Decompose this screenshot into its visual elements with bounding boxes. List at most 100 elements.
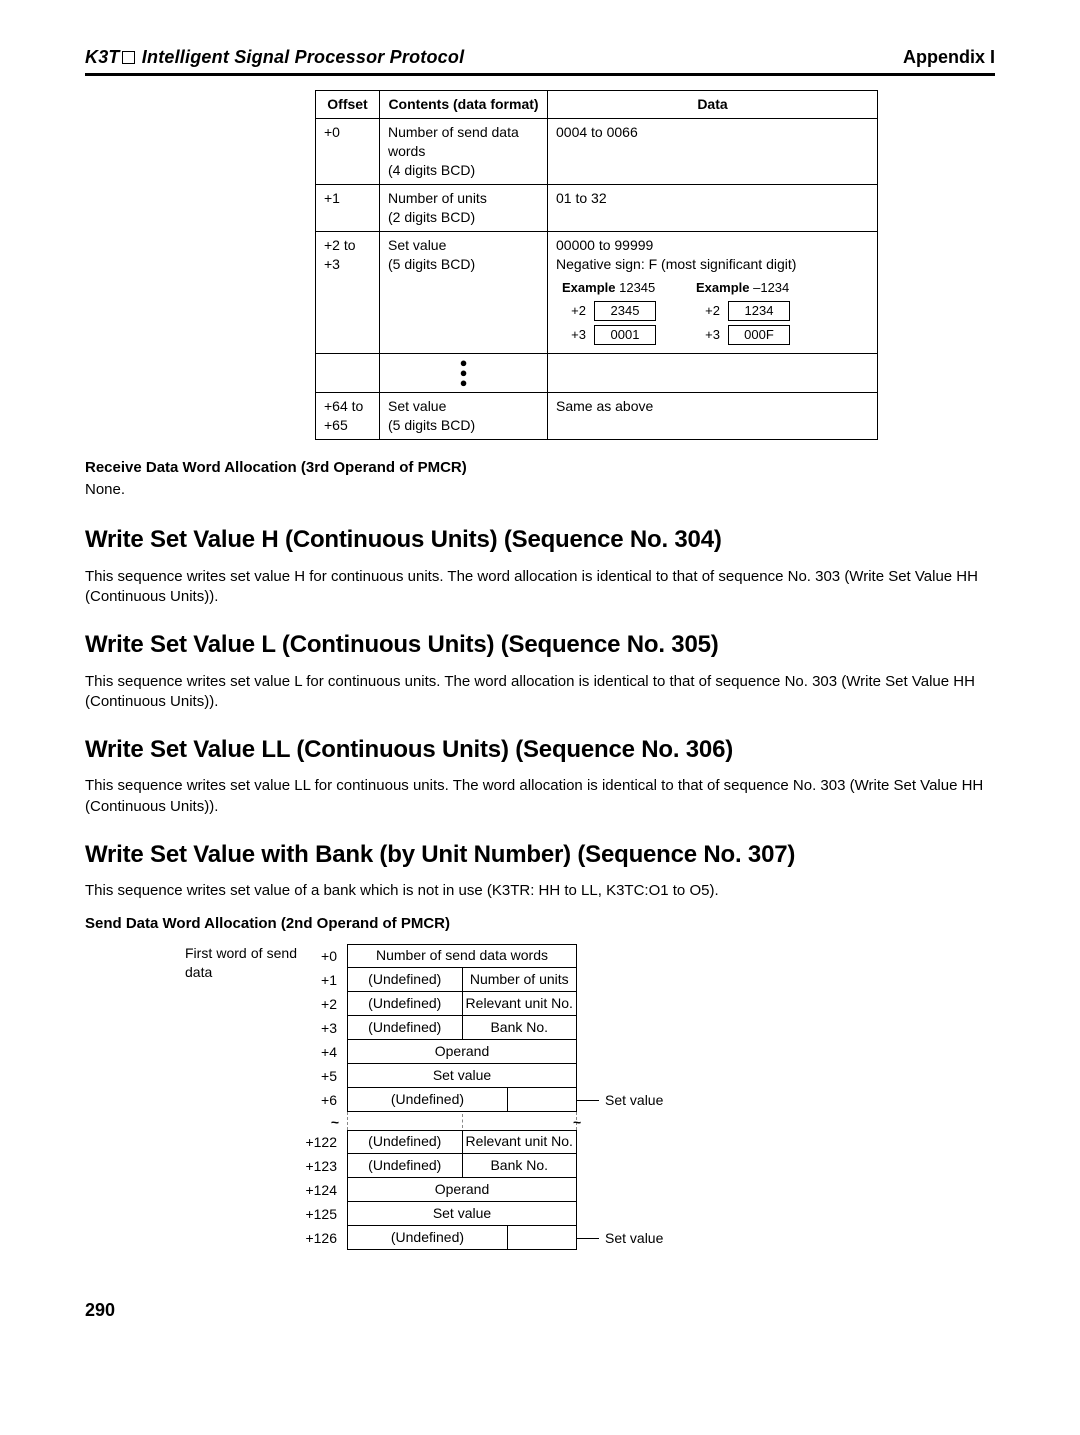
cell-offset: +64 to +65 <box>316 392 380 439</box>
cell-data: 00000 to 99999 Negative sign: F (most si… <box>548 231 878 353</box>
wa-offset: +4 <box>297 1040 337 1064</box>
checkbox-icon <box>122 51 135 64</box>
cell-contents: Number of send data words (4 digits BCD) <box>380 119 548 185</box>
cell-offset <box>316 353 380 392</box>
example-block: Example –1234 +2 1234 +3 000F <box>696 279 790 349</box>
wa-cell-text: (Undefined) <box>348 1016 462 1039</box>
th-offset: Offset <box>316 91 380 119</box>
wa-anno-text: Set value <box>605 1229 663 1248</box>
wa-cell-text: (Undefined) <box>348 1088 507 1111</box>
wa-offset: +122 <box>297 1130 337 1154</box>
wa-cell: (Undefined)Number of units <box>347 968 577 992</box>
header-prefix: K3T <box>85 47 120 67</box>
page-header: K3T Intelligent Signal Processor Protoco… <box>85 45 995 76</box>
cell-text: Number of units (2 digits BCD) <box>388 190 487 225</box>
mini-offset: +3 <box>562 326 594 344</box>
section-title: Write Set Value L (Continuous Units) (Se… <box>85 629 995 661</box>
cell-data: 0004 to 0066 <box>548 119 878 185</box>
cell-offset: +0 <box>316 119 380 185</box>
table-row: +1 Number of units (2 digits BCD) 01 to … <box>316 184 878 231</box>
section-body: This sequence writes set value L for con… <box>85 672 995 713</box>
cell-contents: Number of units (2 digits BCD) <box>380 184 548 231</box>
mini-cell: 0001 <box>594 325 656 345</box>
wa-cell: (Undefined)Bank No. <box>347 1016 577 1040</box>
section-title: Write Set Value H (Continuous Units) (Se… <box>85 524 995 556</box>
example-title: Example 12345 <box>562 279 656 297</box>
example-title-bold: Example <box>562 280 615 295</box>
table-row-dots: ●●● <box>316 353 878 392</box>
cell-text: 0004 to 0066 <box>556 124 638 140</box>
wa-anno-text: Set value <box>605 1091 663 1110</box>
cell-text: Set value (5 digits BCD) <box>388 398 475 433</box>
wa-offset: +5 <box>297 1064 337 1088</box>
section-body: This sequence writes set value H for con… <box>85 567 995 608</box>
example-value: 12345 <box>619 280 655 295</box>
example-block: Example 12345 +2 2345 +3 0001 <box>562 279 656 349</box>
wa-offset: +6 <box>297 1088 337 1112</box>
cell-text: +1 <box>324 190 340 206</box>
wa-cells-column: Number of send data words (Undefined)Num… <box>347 944 577 1250</box>
word-allocation-diagram: First word of send data +0 +1 +2 +3 +4 +… <box>185 944 995 1250</box>
cell-data <box>548 353 878 392</box>
cell-contents: Set value (5 digits BCD) <box>380 392 548 439</box>
cell-contents: Set value (5 digits BCD) <box>380 231 548 353</box>
tilde-icon: ~ <box>573 1113 581 1132</box>
page-number: 290 <box>85 1298 995 1322</box>
cell-text: 01 to 32 <box>556 190 607 206</box>
cell-data: 01 to 32 <box>548 184 878 231</box>
wa-offset: +0 <box>297 944 337 968</box>
mini-offset: +2 <box>562 302 594 320</box>
wa-cell-text: Set value <box>348 1202 576 1225</box>
th-data: Data <box>548 91 878 119</box>
wa-offset: +126 <box>297 1226 337 1250</box>
wa-cell: (Undefined) <box>347 1226 577 1250</box>
send-heading: Send Data Word Allocation (2nd Operand o… <box>85 914 995 934</box>
wa-anno-line-icon <box>577 1100 599 1101</box>
wa-offset: +1 <box>297 968 337 992</box>
cell-text: +0 <box>324 124 340 140</box>
wa-cell: (Undefined) <box>347 1088 577 1112</box>
wa-cell-text: (Undefined) <box>348 1131 462 1153</box>
section-body: This sequence writes set value LL for co… <box>85 776 995 817</box>
example-row: +2 2345 <box>562 301 656 321</box>
section-title: Write Set Value LL (Continuous Units) (S… <box>85 734 995 766</box>
wa-cell-text: (Undefined) <box>348 1154 462 1177</box>
wa-cell-empty <box>507 1226 576 1249</box>
wa-cell: Set value <box>347 1202 577 1226</box>
wa-cell: (Undefined)Relevant unit No. <box>347 1130 577 1154</box>
cell-text: Same as above <box>556 398 653 414</box>
wa-offset: +2 <box>297 992 337 1016</box>
cell-text: +64 to +65 <box>324 398 363 433</box>
example-container: Example 12345 +2 2345 +3 0001 Examp <box>556 279 869 349</box>
wa-cell-text: Relevant unit No. <box>462 992 577 1015</box>
wa-cell-text: Relevant unit No. <box>462 1131 577 1153</box>
wa-cell-text: Bank No. <box>462 1016 577 1039</box>
header-left-title: K3T Intelligent Signal Processor Protoco… <box>85 45 464 69</box>
section-title: Write Set Value with Bank (by Unit Numbe… <box>85 839 995 871</box>
wa-cell: Number of send data words <box>347 944 577 968</box>
mini-offset: +2 <box>696 302 728 320</box>
wa-anno-line-icon <box>577 1238 599 1239</box>
wa-cell: Operand <box>347 1178 577 1202</box>
th-contents: Contents (data format) <box>380 91 548 119</box>
wa-side-label: First word of send data <box>185 944 297 982</box>
mini-cell: 000F <box>728 325 790 345</box>
wa-offset: +3 <box>297 1016 337 1040</box>
header-suffix: Intelligent Signal Processor Protocol <box>137 47 465 67</box>
wa-cell: (Undefined)Bank No. <box>347 1154 577 1178</box>
wa-offset: +123 <box>297 1154 337 1178</box>
cell-text: +2 to +3 <box>324 237 356 272</box>
example-row: +2 1234 <box>696 301 790 321</box>
wa-cell: (Undefined)Relevant unit No. <box>347 992 577 1016</box>
wa-cell: Operand <box>347 1040 577 1064</box>
wa-offsets-column: +0 +1 +2 +3 +4 +5 +6 +122 +123 +124 +125… <box>297 944 347 1250</box>
example-title-bold: Example <box>696 280 749 295</box>
mini-offset: +3 <box>696 326 728 344</box>
mini-cell: 1234 <box>728 301 790 321</box>
table-row: +2 to +3 Set value (5 digits BCD) 00000 … <box>316 231 878 353</box>
example-row: +3 0001 <box>562 325 656 345</box>
wa-dash-icon <box>462 1114 463 1128</box>
wa-cell-text: (Undefined) <box>348 992 462 1015</box>
wa-offset: +124 <box>297 1178 337 1202</box>
cell-offset: +1 <box>316 184 380 231</box>
